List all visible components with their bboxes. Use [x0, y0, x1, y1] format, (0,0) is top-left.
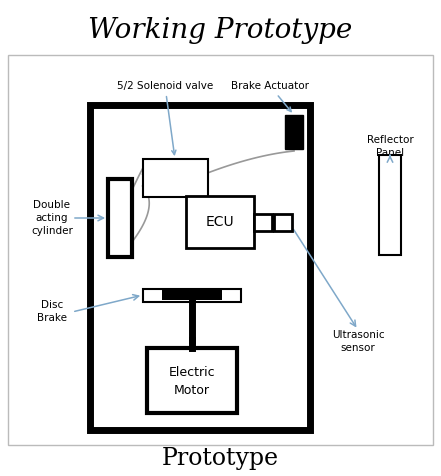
Text: acting: acting — [36, 213, 68, 223]
Bar — [274, 214, 292, 230]
Text: cylinder: cylinder — [31, 226, 73, 236]
Text: Reflector: Reflector — [366, 135, 413, 145]
Text: Brake Actuator: Brake Actuator — [231, 81, 309, 111]
Bar — [142, 159, 208, 197]
Bar — [285, 115, 303, 149]
Text: Electric: Electric — [169, 366, 215, 378]
Text: Prototype: Prototype — [161, 446, 279, 469]
Bar — [186, 196, 254, 248]
Bar — [162, 290, 222, 300]
Bar — [379, 155, 401, 255]
Bar — [254, 214, 272, 230]
Text: Disc: Disc — [41, 300, 63, 310]
Bar — [90, 105, 310, 430]
Bar — [147, 347, 237, 413]
Text: Brake: Brake — [37, 313, 67, 323]
Text: sensor: sensor — [340, 343, 375, 353]
Text: Motor: Motor — [174, 384, 210, 397]
Text: 5/2 Solenoid valve: 5/2 Solenoid valve — [117, 81, 213, 155]
Text: ECU: ECU — [206, 215, 234, 229]
Text: Ultrasonic: Ultrasonic — [332, 330, 384, 340]
Bar — [143, 288, 241, 301]
Text: Double: Double — [34, 200, 71, 210]
Text: Panel: Panel — [376, 148, 404, 158]
Text: Working Prototype: Working Prototype — [88, 17, 352, 43]
Bar — [8, 55, 433, 445]
Bar — [108, 179, 132, 257]
